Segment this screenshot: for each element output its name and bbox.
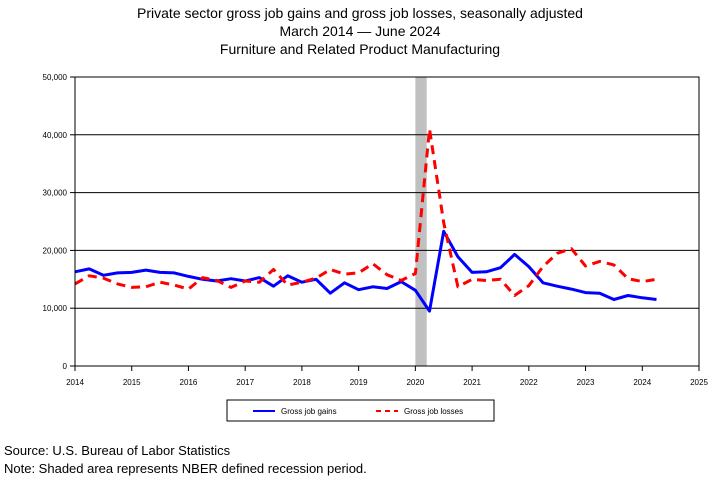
recession-shading [415, 77, 427, 366]
series-line [74, 127, 657, 297]
series-line [74, 229, 657, 313]
x-tick-label: 2022 [520, 378, 538, 387]
y-tick-label: 30,000 [43, 189, 68, 198]
chart-subtitle-period: March 2014 — June 2024 [279, 23, 441, 39]
y-tick-label: 50,000 [43, 73, 68, 82]
x-tick-label: 2016 [180, 378, 198, 387]
plot-frame [74, 76, 700, 367]
x-tick-label: 2017 [236, 378, 254, 387]
y-tick-label: 0 [63, 362, 68, 371]
x-tick-label: 2018 [293, 378, 311, 387]
x-tick-label: 2025 [690, 378, 708, 387]
legend-label: Gross job losses [404, 407, 463, 416]
y-tick-label: 20,000 [43, 246, 68, 255]
x-tick-label: 2019 [350, 378, 368, 387]
chart-title: Private sector gross job gains and gross… [137, 5, 583, 21]
recession-note: Note: Shaded area represents NBER define… [4, 461, 367, 476]
x-tick-label: 2024 [633, 378, 651, 387]
source-note: Source: U.S. Bureau of Labor Statistics [4, 443, 231, 458]
x-tick-label: 2021 [463, 378, 481, 387]
y-tick-label: 40,000 [43, 131, 68, 140]
legend-label: Gross job gains [281, 407, 337, 416]
chart-title-block: Private sector gross job gains and gross… [0, 4, 720, 58]
legend-box [226, 399, 495, 422]
chart-subtitle-industry: Furniture and Related Product Manufactur… [219, 41, 501, 57]
x-tick-label: 2014 [66, 378, 84, 387]
x-tick-label: 2023 [577, 378, 595, 387]
x-tick-label: 2020 [406, 378, 424, 387]
y-tick-label: 10,000 [43, 304, 68, 313]
x-tick-label: 2015 [123, 378, 141, 387]
